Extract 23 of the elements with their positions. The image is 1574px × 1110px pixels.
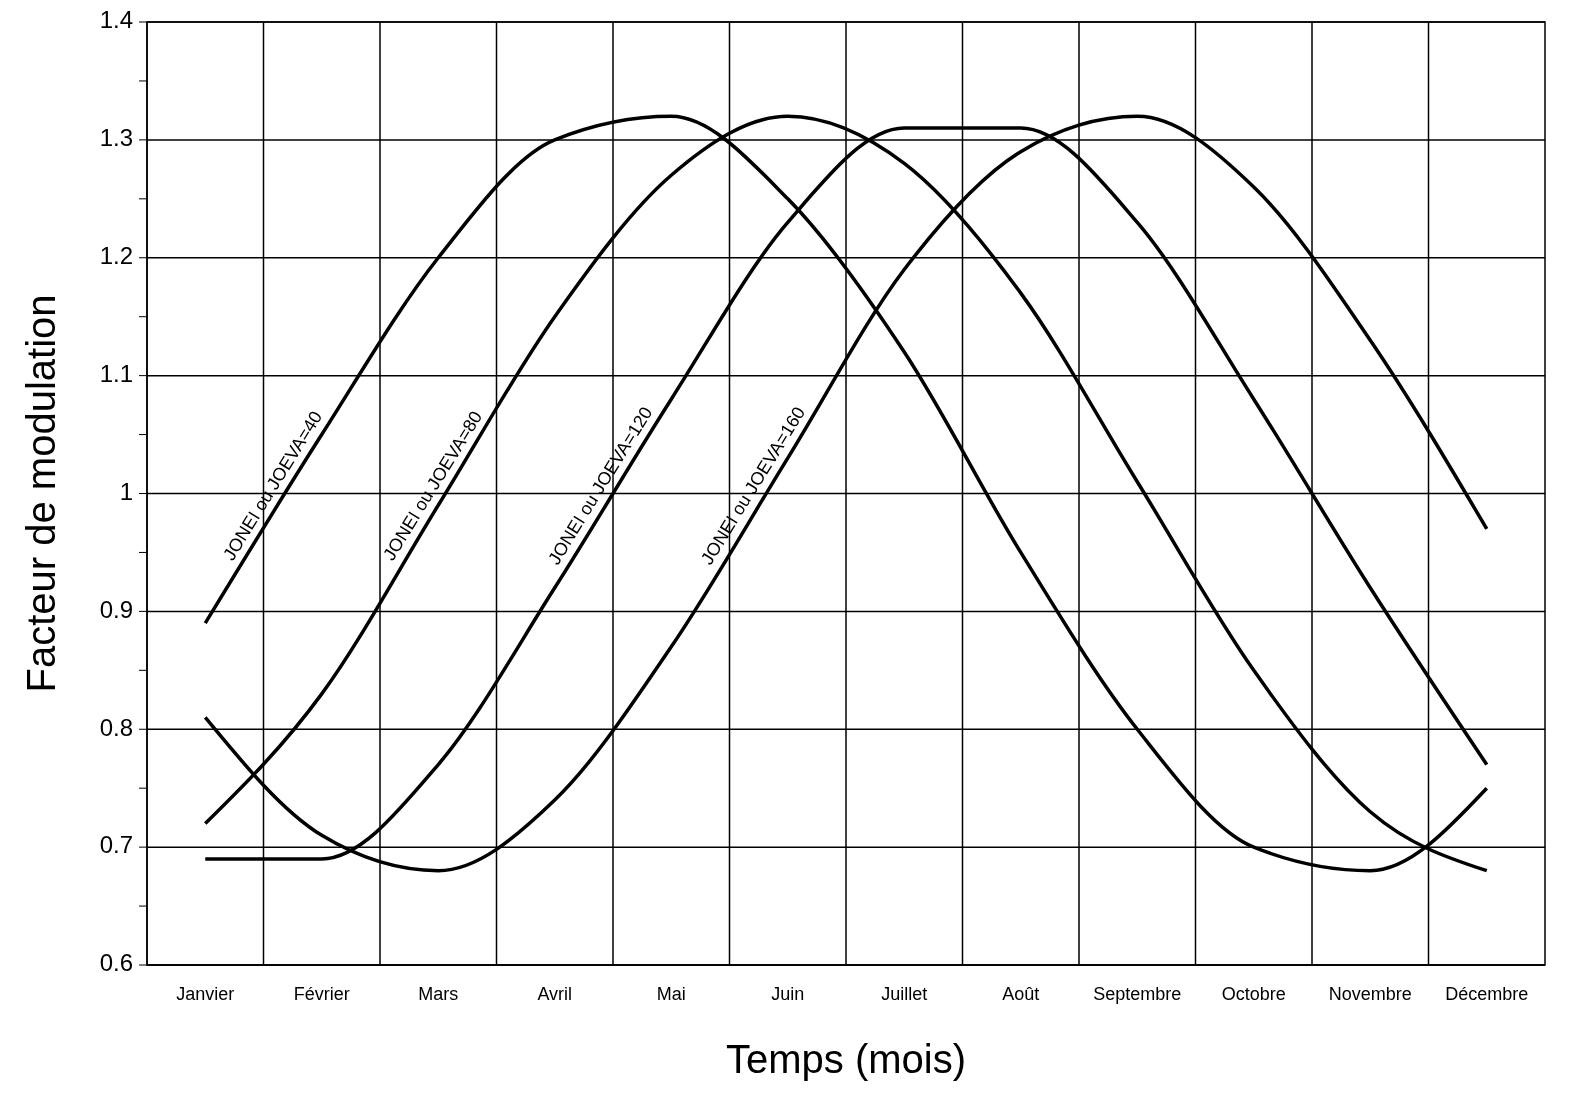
x-tick-label: Mars bbox=[418, 983, 459, 1004]
x-tick-label: Novembre bbox=[1328, 983, 1412, 1004]
y-axis-title: Facteur de modulation bbox=[18, 294, 63, 693]
x-tick-label: Août bbox=[1002, 983, 1040, 1004]
x-tick-label: Juillet bbox=[881, 983, 928, 1004]
y-tick-label: 1.2 bbox=[99, 242, 133, 270]
x-tick-label: Février bbox=[293, 983, 350, 1004]
y-tick-label: 0.8 bbox=[99, 713, 133, 741]
x-tick-label: Janvier bbox=[176, 983, 235, 1004]
y-tick-label: 1.3 bbox=[99, 124, 133, 152]
x-tick-label: Avril bbox=[537, 983, 573, 1004]
x-tick-label: Octobre bbox=[1221, 983, 1286, 1004]
y-tick-label: 1.1 bbox=[99, 359, 133, 387]
y-tick-label: 0.6 bbox=[99, 949, 133, 977]
x-tick-label: Mai bbox=[656, 983, 686, 1004]
x-axis-title: Temps (mois) bbox=[725, 1036, 967, 1081]
x-tick-label: Décembre bbox=[1445, 983, 1529, 1004]
y-tick-label: 0.7 bbox=[99, 831, 133, 859]
y-tick-label: 1.4 bbox=[99, 6, 133, 34]
x-tick-label: Septembre bbox=[1093, 983, 1182, 1004]
y-tick-label: 0.9 bbox=[99, 595, 133, 623]
y-tick-label: 1 bbox=[119, 477, 133, 505]
x-tick-label: Juin bbox=[771, 983, 805, 1004]
